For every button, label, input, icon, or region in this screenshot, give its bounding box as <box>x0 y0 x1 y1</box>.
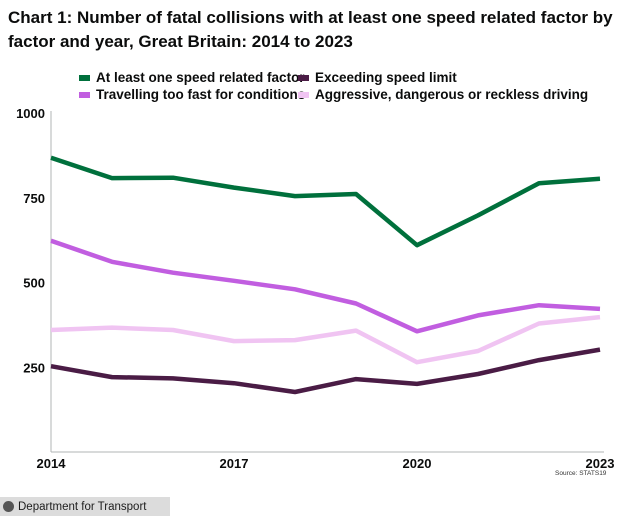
legend-item-speed-related: At least one speed related factor <box>79 70 305 85</box>
x-tick-label: 2017 <box>220 456 249 471</box>
legend-label: Aggressive, dangerous or reckless drivin… <box>315 87 589 102</box>
series-line-0 <box>50 155 601 248</box>
x-tick-label: 2023 <box>586 456 615 471</box>
y-tick-label: 500 <box>23 276 45 291</box>
legend-item-exceeding-limit: Exceeding speed limit <box>298 70 457 85</box>
x-tick-label: 2014 <box>37 456 67 471</box>
legend-swatch <box>79 74 90 81</box>
series-line-2 <box>50 238 601 334</box>
series-line-3 <box>50 314 601 365</box>
legend-label: Exceeding speed limit <box>315 70 457 85</box>
legend-swatch <box>298 91 309 98</box>
x-tick-label: 2020 <box>403 456 432 471</box>
legend-item-aggressive: Aggressive, dangerous or reckless drivin… <box>298 87 588 102</box>
source-note: Source: STATS19 <box>555 470 607 477</box>
footer-banner: Department for Transport <box>0 497 170 516</box>
y-tick-label: 750 <box>23 191 45 206</box>
legend-swatch <box>298 74 309 81</box>
y-tick-label: 250 <box>23 360 45 375</box>
y-tick-label: 1000 <box>16 106 45 121</box>
footer-label: Department for Transport <box>18 500 147 513</box>
legend-swatch <box>79 91 90 98</box>
crest-icon <box>3 501 14 512</box>
legend-label: At least one speed related factor <box>96 70 305 85</box>
chart-title: Chart 1: Number of fatal collisions with… <box>8 8 613 51</box>
series-line-1 <box>50 347 601 395</box>
legend-item-too-fast: Travelling too fast for conditions <box>79 87 305 102</box>
legend-label: Travelling too fast for conditions <box>96 87 306 102</box>
